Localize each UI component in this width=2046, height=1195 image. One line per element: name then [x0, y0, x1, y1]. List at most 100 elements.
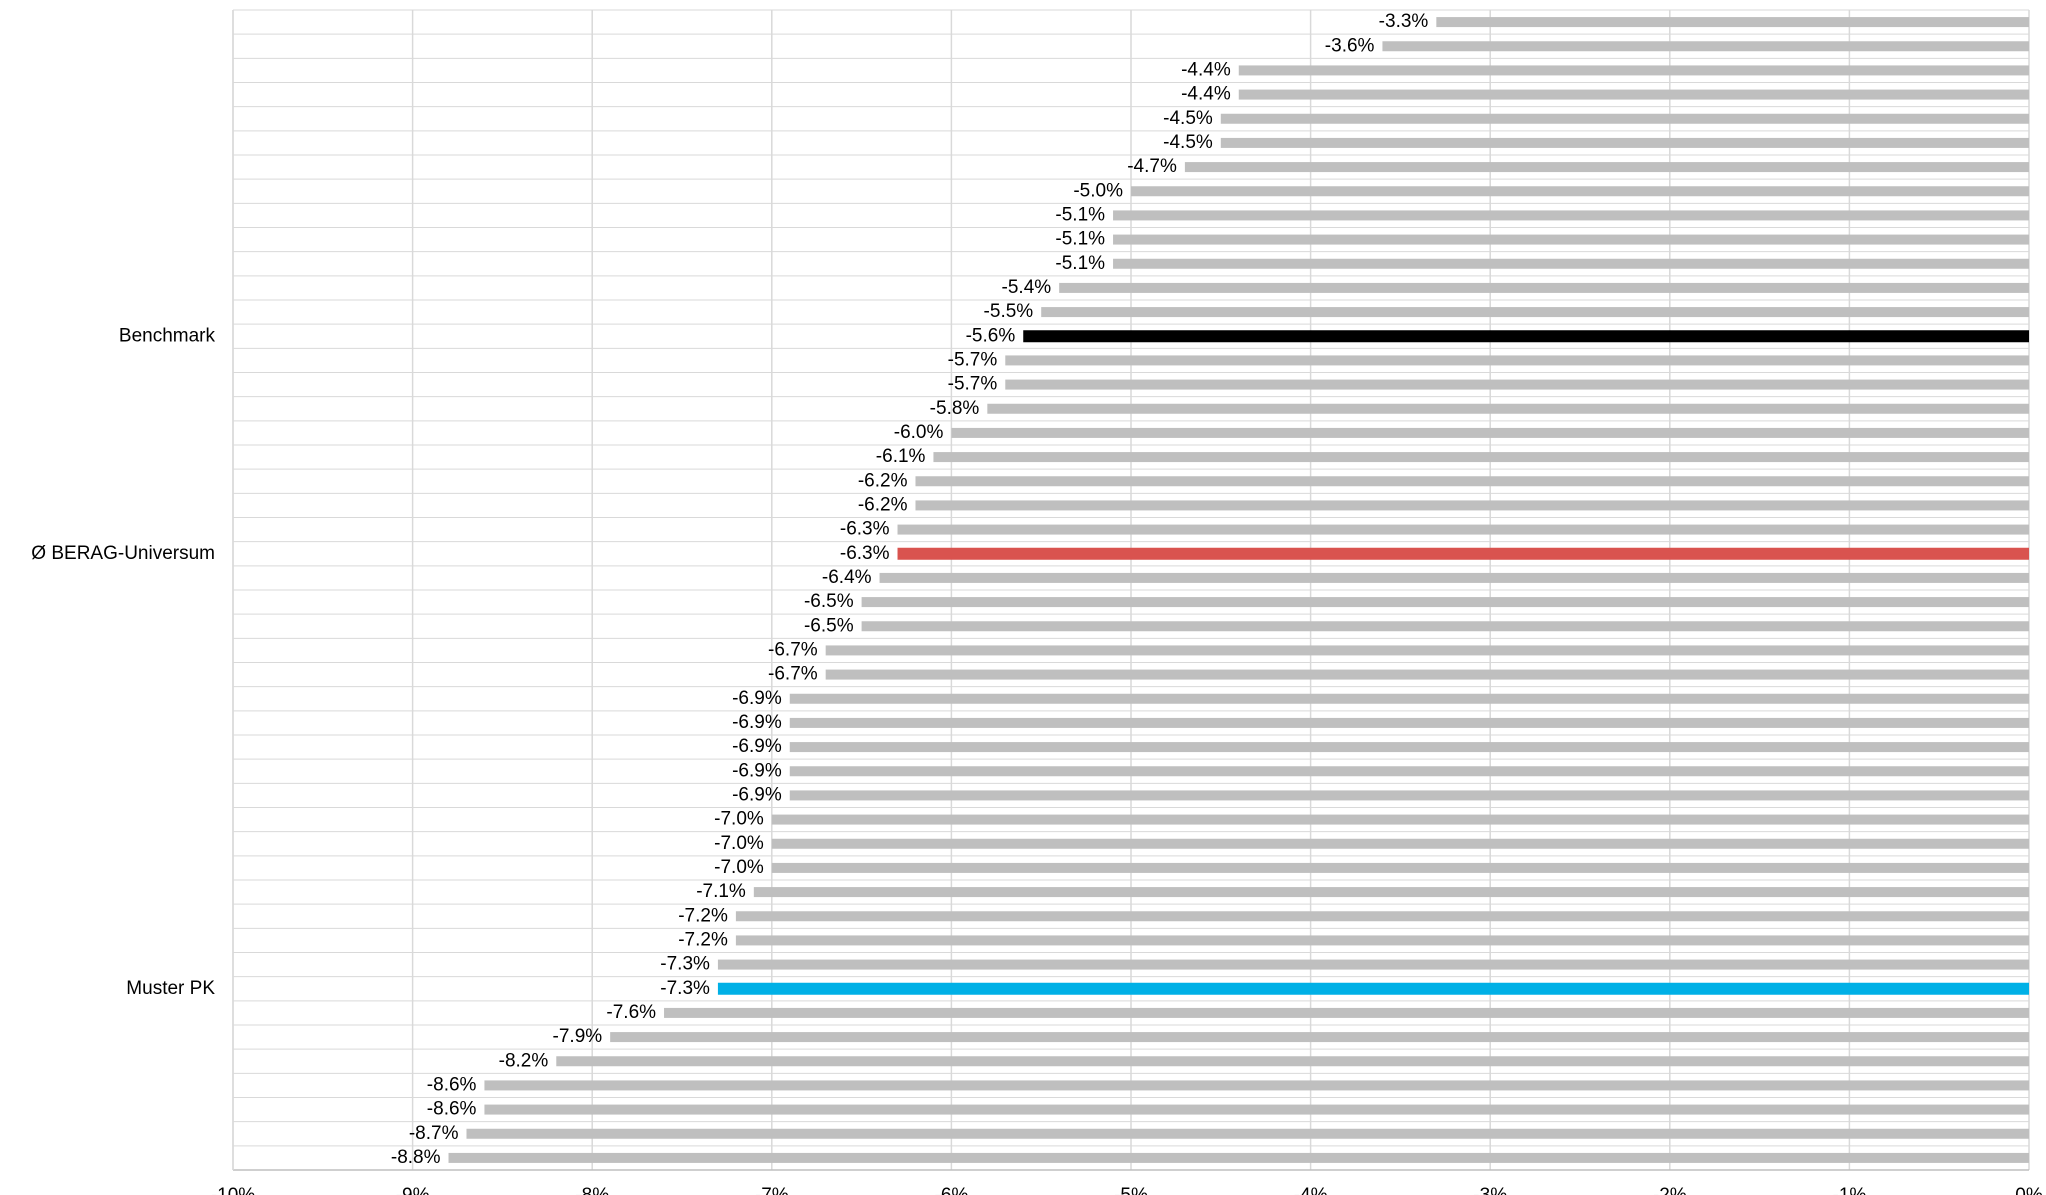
bar — [897, 547, 2029, 560]
bar — [825, 645, 2030, 656]
bar — [951, 427, 2029, 438]
y-tick-label: Benchmark — [119, 325, 216, 346]
bar — [789, 790, 2029, 801]
x-tick-label: -9% — [396, 1185, 430, 1195]
value-label: -5.6% — [966, 325, 1016, 346]
value-label: -4.5% — [1163, 132, 1213, 153]
bar — [484, 1104, 2030, 1115]
bar — [1113, 258, 2029, 269]
bar — [753, 887, 2029, 898]
bar — [1131, 186, 2029, 197]
bar — [1059, 282, 2029, 293]
value-label: -4.7% — [1127, 156, 1177, 177]
bar — [789, 717, 2029, 728]
bar — [1238, 65, 2029, 76]
bar — [1238, 89, 2029, 100]
value-label: -5.4% — [1002, 277, 1052, 298]
value-label: -6.5% — [804, 615, 854, 636]
bar — [556, 1056, 2029, 1067]
bar — [1184, 162, 2029, 173]
value-label: -6.9% — [732, 712, 782, 733]
bar — [1436, 17, 2029, 28]
value-label: -7.0% — [714, 833, 764, 854]
value-label: -7.2% — [678, 929, 728, 950]
bar — [771, 814, 2029, 825]
value-label: -4.4% — [1181, 59, 1231, 80]
bar — [1023, 330, 2029, 343]
value-label: -7.6% — [606, 1002, 656, 1023]
x-tick-label: -1% — [1833, 1185, 1867, 1195]
bar — [825, 669, 2030, 680]
bar — [610, 1032, 2030, 1043]
bar — [484, 1080, 2030, 1091]
bar — [861, 597, 2029, 608]
value-label: -5.5% — [984, 301, 1034, 322]
value-label: -6.7% — [768, 664, 818, 685]
bar — [771, 838, 2029, 849]
value-label: -8.8% — [391, 1147, 441, 1168]
y-tick-label: Muster PK — [126, 978, 215, 999]
value-label: -6.9% — [732, 760, 782, 781]
bar — [1220, 137, 2029, 148]
bar — [1041, 307, 2029, 318]
x-tick-label: -4% — [1294, 1185, 1328, 1195]
bar — [664, 1007, 2029, 1018]
value-label: -6.3% — [840, 519, 890, 540]
bar — [1113, 234, 2029, 245]
bar — [1005, 379, 2029, 390]
x-tick-label: -5% — [1114, 1185, 1148, 1195]
value-label: -4.4% — [1181, 84, 1231, 105]
bar — [789, 693, 2029, 704]
value-label: -6.9% — [732, 736, 782, 757]
value-label: -7.3% — [660, 954, 710, 975]
x-tick-label: -10% — [211, 1185, 255, 1195]
value-label: -6.4% — [822, 567, 872, 588]
bar — [448, 1152, 2029, 1163]
x-tick-label: -7% — [755, 1185, 789, 1195]
x-tick-label: -8% — [575, 1185, 609, 1195]
value-label: -6.3% — [840, 543, 890, 564]
value-label: -8.6% — [427, 1074, 477, 1095]
value-label: -7.1% — [696, 881, 746, 902]
bar — [897, 524, 2029, 535]
value-label: -7.0% — [714, 857, 764, 878]
bar — [735, 935, 2029, 946]
bar — [1005, 355, 2029, 366]
x-tick-label: -6% — [935, 1185, 969, 1195]
x-tick-label: 0% — [2015, 1185, 2043, 1195]
x-tick-label: -2% — [1653, 1185, 1687, 1195]
value-label: -5.1% — [1055, 204, 1105, 225]
bar — [1113, 210, 2029, 221]
value-label: -6.5% — [804, 591, 854, 612]
value-label: -8.7% — [409, 1123, 459, 1144]
value-label: -8.6% — [427, 1099, 477, 1120]
value-label: -4.5% — [1163, 108, 1213, 129]
value-label: -6.1% — [876, 446, 926, 467]
value-label: -5.1% — [1055, 229, 1105, 250]
value-label: -6.7% — [768, 639, 818, 660]
value-label: -5.1% — [1055, 253, 1105, 274]
value-label: -3.6% — [1325, 35, 1375, 56]
value-label: -5.0% — [1073, 180, 1123, 201]
bar — [1382, 41, 2029, 52]
bar — [717, 982, 2030, 995]
value-label: -7.0% — [714, 809, 764, 830]
value-label: -7.2% — [678, 905, 728, 926]
value-label: -6.2% — [858, 470, 908, 491]
bar — [717, 959, 2030, 970]
value-label: -3.3% — [1379, 11, 1429, 32]
value-label: -8.2% — [499, 1050, 549, 1071]
bar — [861, 621, 2029, 632]
value-label: -6.0% — [894, 422, 944, 443]
bar — [987, 403, 2029, 414]
bar — [879, 572, 2029, 583]
bar — [789, 742, 2029, 753]
bar — [1220, 113, 2029, 124]
bar — [466, 1128, 2030, 1139]
value-label: -5.7% — [948, 374, 998, 395]
value-label: -6.9% — [732, 688, 782, 709]
value-label: -5.8% — [930, 398, 980, 419]
value-label: -5.7% — [948, 349, 998, 370]
bar — [915, 476, 2029, 487]
